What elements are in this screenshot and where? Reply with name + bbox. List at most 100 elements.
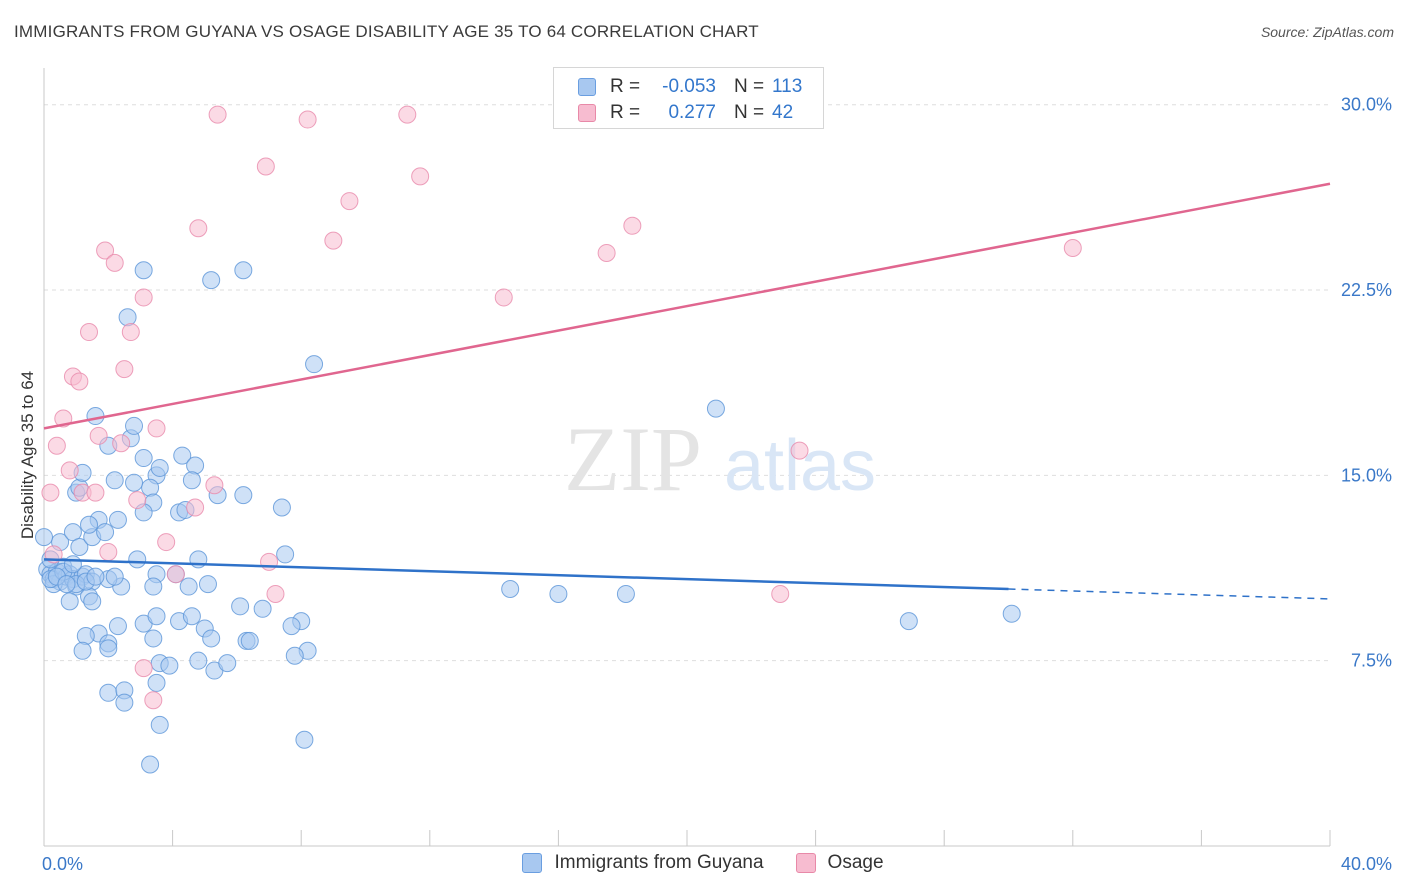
point-guyana[interactable] bbox=[150, 715, 169, 734]
point-osage[interactable] bbox=[260, 552, 279, 571]
point-guyana[interactable] bbox=[147, 607, 166, 626]
point-guyana[interactable] bbox=[202, 271, 221, 290]
point-guyana[interactable] bbox=[198, 575, 217, 594]
point-osage[interactable] bbox=[86, 483, 105, 502]
point-guyana[interactable] bbox=[186, 456, 205, 475]
point-osage[interactable] bbox=[205, 476, 224, 495]
point-osage[interactable] bbox=[256, 157, 275, 176]
point-guyana[interactable] bbox=[160, 656, 179, 675]
point-osage[interactable] bbox=[96, 241, 115, 260]
point-guyana[interactable] bbox=[134, 449, 153, 468]
point-osage[interactable] bbox=[144, 691, 163, 710]
point-guyana[interactable] bbox=[80, 515, 99, 534]
point-guyana[interactable] bbox=[83, 592, 102, 611]
point-guyana[interactable] bbox=[105, 471, 124, 490]
point-guyana[interactable] bbox=[35, 528, 53, 547]
point-guyana[interactable] bbox=[70, 538, 89, 557]
point-guyana[interactable] bbox=[86, 407, 105, 426]
point-guyana[interactable] bbox=[105, 567, 124, 586]
point-guyana[interactable] bbox=[118, 308, 137, 327]
point-guyana[interactable] bbox=[182, 607, 201, 626]
point-guyana[interactable] bbox=[96, 523, 115, 542]
point-osage[interactable] bbox=[134, 288, 153, 307]
point-guyana[interactable] bbox=[706, 399, 725, 418]
point-guyana[interactable] bbox=[295, 730, 314, 749]
point-osage[interactable] bbox=[105, 253, 124, 272]
point-osage[interactable] bbox=[771, 584, 790, 603]
point-guyana[interactable] bbox=[218, 654, 237, 673]
point-osage[interactable] bbox=[80, 323, 99, 342]
point-guyana[interactable] bbox=[272, 498, 291, 517]
point-guyana[interactable] bbox=[99, 683, 118, 702]
point-osage[interactable] bbox=[494, 288, 513, 307]
point-osage[interactable] bbox=[115, 360, 134, 379]
point-guyana[interactable] bbox=[144, 629, 163, 648]
point-osage[interactable] bbox=[166, 565, 185, 584]
point-guyana[interactable] bbox=[128, 550, 147, 569]
point-osage[interactable] bbox=[623, 216, 642, 235]
point-guyana[interactable] bbox=[86, 567, 105, 586]
point-osage[interactable] bbox=[266, 584, 285, 603]
point-osage[interactable] bbox=[186, 498, 205, 517]
point-osage[interactable] bbox=[41, 483, 60, 502]
point-guyana[interactable] bbox=[240, 631, 259, 650]
point-osage[interactable] bbox=[47, 436, 66, 455]
point-guyana[interactable] bbox=[189, 651, 208, 670]
point-osage[interactable] bbox=[70, 372, 89, 391]
point-guyana[interactable] bbox=[616, 584, 635, 603]
point-guyana[interactable] bbox=[108, 617, 127, 636]
point-guyana[interactable] bbox=[276, 545, 295, 564]
point-guyana[interactable] bbox=[99, 639, 118, 658]
point-guyana[interactable] bbox=[182, 471, 201, 490]
point-guyana[interactable] bbox=[141, 755, 160, 774]
point-guyana[interactable] bbox=[57, 575, 76, 594]
point-guyana[interactable] bbox=[76, 626, 95, 645]
point-osage[interactable] bbox=[99, 542, 118, 561]
legend-item-guyana[interactable]: Immigrants from Guyana bbox=[522, 852, 764, 874]
point-guyana[interactable] bbox=[305, 355, 324, 374]
point-osage[interactable] bbox=[60, 461, 79, 480]
point-guyana[interactable] bbox=[63, 555, 82, 574]
point-guyana[interactable] bbox=[202, 629, 221, 648]
point-osage[interactable] bbox=[398, 105, 417, 124]
point-guyana[interactable] bbox=[285, 646, 304, 665]
point-osage[interactable] bbox=[128, 491, 147, 510]
point-guyana[interactable] bbox=[125, 473, 144, 492]
point-osage[interactable] bbox=[208, 105, 227, 124]
point-osage[interactable] bbox=[121, 323, 140, 342]
point-osage[interactable] bbox=[324, 231, 343, 250]
point-guyana[interactable] bbox=[234, 486, 253, 505]
point-osage[interactable] bbox=[147, 419, 166, 438]
point-guyana[interactable] bbox=[150, 458, 169, 477]
point-guyana[interactable] bbox=[60, 592, 79, 611]
point-guyana[interactable] bbox=[73, 641, 92, 660]
point-guyana[interactable] bbox=[144, 577, 163, 596]
point-osage[interactable] bbox=[1063, 239, 1082, 258]
point-guyana[interactable] bbox=[125, 416, 144, 435]
legend-item-osage[interactable]: Osage bbox=[795, 852, 884, 874]
point-osage[interactable] bbox=[157, 533, 176, 552]
point-guyana[interactable] bbox=[1002, 604, 1021, 623]
point-guyana[interactable] bbox=[147, 673, 166, 692]
point-osage[interactable] bbox=[597, 243, 616, 262]
point-guyana[interactable] bbox=[63, 523, 82, 542]
point-guyana[interactable] bbox=[549, 584, 568, 603]
point-guyana[interactable] bbox=[108, 510, 127, 529]
point-guyana[interactable] bbox=[282, 617, 301, 636]
point-guyana[interactable] bbox=[231, 597, 250, 616]
point-osage[interactable] bbox=[89, 426, 108, 445]
point-osage[interactable] bbox=[134, 659, 153, 678]
point-guyana[interactable] bbox=[234, 261, 253, 280]
point-osage[interactable] bbox=[790, 441, 809, 460]
point-osage[interactable] bbox=[411, 167, 430, 186]
point-guyana[interactable] bbox=[899, 612, 918, 631]
point-osage[interactable] bbox=[298, 110, 317, 129]
point-guyana[interactable] bbox=[141, 478, 160, 497]
point-guyana[interactable] bbox=[115, 693, 134, 712]
point-guyana[interactable] bbox=[134, 261, 153, 280]
point-guyana[interactable] bbox=[501, 580, 520, 599]
point-guyana[interactable] bbox=[253, 599, 272, 618]
point-osage[interactable] bbox=[340, 192, 359, 211]
point-osage[interactable] bbox=[112, 434, 131, 453]
point-guyana[interactable] bbox=[173, 446, 192, 465]
